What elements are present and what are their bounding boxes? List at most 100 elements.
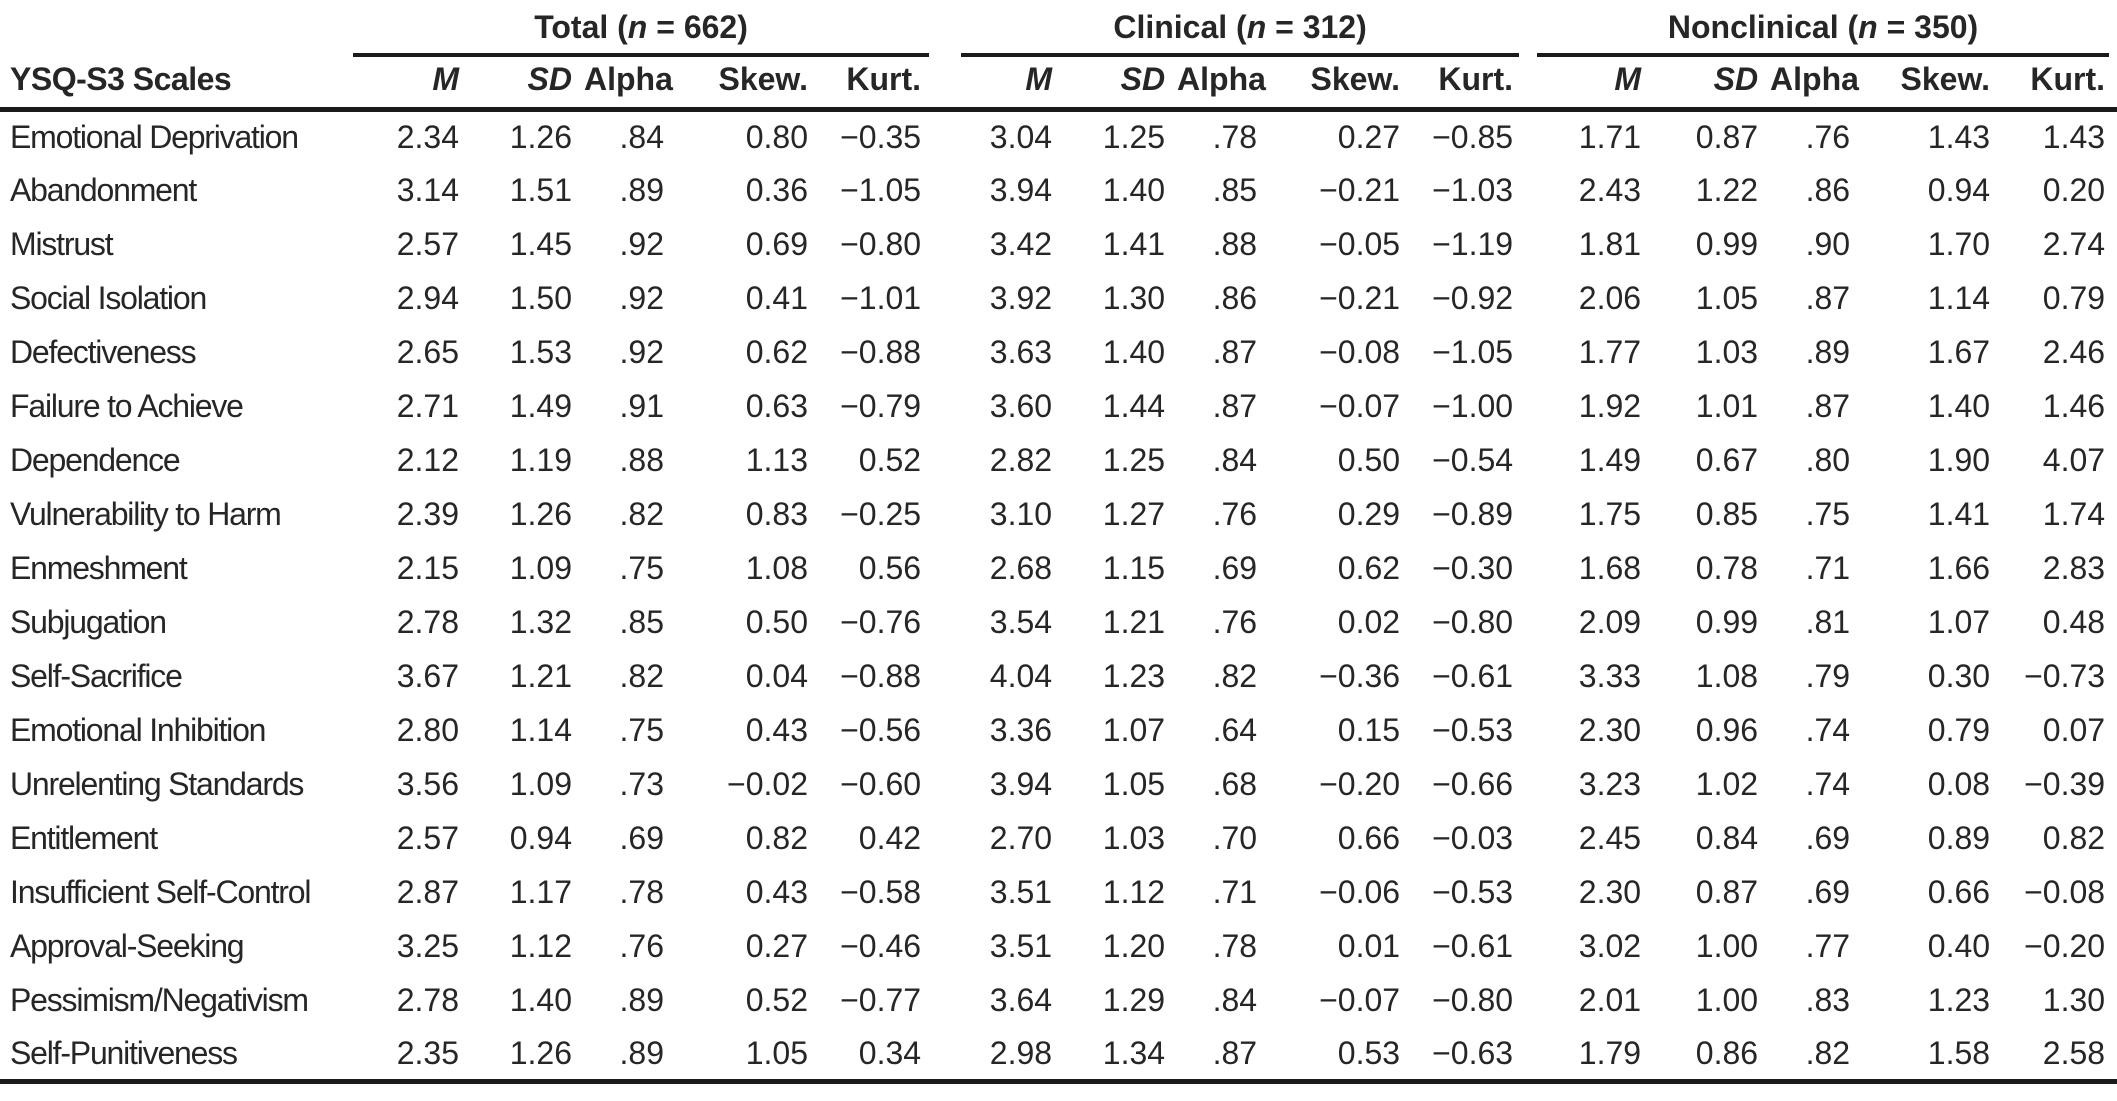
cell-nonclinical-kurt: 1.30 — [2042, 982, 2106, 1018]
italic-n: n — [627, 9, 648, 45]
cell-nonclinical-kurt: 1.43 — [2042, 119, 2106, 156]
cell-clinical-kurt: −0.03 — [1432, 820, 1514, 856]
cell-clinical-kurt: −0.61 — [1432, 928, 1514, 964]
cell-total-kurt: −0.79 — [840, 388, 922, 424]
cell-clinical-m: 3.51 — [989, 874, 1053, 910]
cell-nonclinical-alpha: .87 — [1805, 280, 1851, 316]
cell-total-kurt: −0.88 — [840, 658, 922, 694]
cell-total-kurt: −0.35 — [840, 119, 922, 156]
col-header-total-kurt: Kurt. — [820, 57, 934, 112]
cell-nonclinical-sd: 1.00 — [1695, 982, 1759, 1018]
cell-nonclinical-m: 1.68 — [1578, 550, 1642, 586]
cell-clinical-kurt: −0.92 — [1432, 280, 1514, 316]
table-row: Social Isolation 2.94 1.50 .92 0.41 −1.01 3.92… — [0, 272, 2117, 326]
cell-clinical-m: 3.42 — [989, 226, 1053, 262]
table-row: Pessimism/Negativism 2.78 1.40 .89 0.52 −0.77… — [0, 974, 2117, 1028]
cell-nonclinical-sd: 1.02 — [1695, 766, 1759, 802]
table-row: Unrelenting Standards 3.56 1.09 .73 −0.02 −0.… — [0, 758, 2117, 812]
cell-clinical-m: 3.51 — [989, 928, 1053, 964]
cell-total-sd: 1.21 — [509, 658, 572, 694]
row-label: Defectiveness — [10, 334, 197, 370]
cell-total-skew: 0.41 — [745, 280, 808, 316]
cell-nonclinical-kurt: −0.08 — [2024, 874, 2106, 910]
cell-nonclinical-kurt: −0.39 — [2024, 766, 2106, 802]
row-label: Emotional Deprivation — [10, 119, 299, 156]
cell-nonclinical-m: 2.09 — [1578, 604, 1642, 640]
table-row: Subjugation 2.78 1.32 .85 0.50 −0.76 3.54 1.21.… — [0, 596, 2117, 650]
cell-total-kurt: −0.56 — [840, 712, 922, 748]
cell-total-skew: 0.80 — [745, 119, 808, 156]
cell-clinical-m: 3.63 — [989, 334, 1053, 370]
cell-total-skew: 0.69 — [745, 226, 808, 262]
table-row: Abandonment 3.14 1.51 .89 0.36 −1.05 3.94 1.40.… — [0, 164, 2117, 218]
cell-total-kurt: −0.80 — [840, 226, 922, 262]
cell-clinical-alpha: .86 — [1212, 280, 1258, 316]
cell-clinical-kurt: −0.80 — [1432, 604, 1514, 640]
cell-nonclinical-alpha: .76 — [1805, 119, 1851, 156]
cell-total-m: 3.14 — [396, 172, 459, 208]
cell-nonclinical-m: 2.30 — [1578, 712, 1642, 748]
cell-total-alpha: .89 — [619, 172, 664, 208]
cell-total-alpha: .84 — [619, 119, 664, 156]
cell-nonclinical-skew: 1.41 — [1927, 496, 1991, 532]
table-body: Emotional Deprivation 2.34 1.26 .84 0.80 −0.3… — [0, 110, 2117, 1084]
cell-total-alpha: .92 — [619, 226, 664, 262]
cell-total-m: 2.57 — [396, 820, 459, 856]
group-header-clinical-label: Clinical (n = 312) — [961, 7, 1520, 57]
row-label: Vulnerability to Harm — [10, 496, 282, 532]
cell-nonclinical-m: 2.30 — [1578, 874, 1642, 910]
cell-clinical-m: 2.98 — [933, 1027, 1065, 1084]
column-header-row: YSQ-S3 Scales M SD Alpha Skew. Kurt. M SD Alpha… — [0, 57, 2117, 112]
cell-clinical-alpha: .88 — [1212, 226, 1258, 262]
cell-nonclinical-skew: 0.66 — [1927, 874, 1991, 910]
cell-nonclinical-skew: 0.40 — [1927, 928, 1991, 964]
table-row: Self-Sacrifice 3.67 1.21 .82 0.04 −0.88 4.04 1.… — [0, 650, 2117, 704]
cell-clinical-kurt: −1.05 — [1432, 334, 1514, 370]
cell-clinical-skew: 0.62 — [1337, 550, 1401, 586]
cell-total-m: 2.87 — [396, 874, 459, 910]
table-row: Vulnerability to Harm 2.39 1.26 .82 0.83 −0.2… — [0, 488, 2117, 542]
col-header-clinical-kurt: Kurt. — [1412, 57, 1526, 112]
cell-nonclinical-alpha: .81 — [1805, 604, 1851, 640]
cell-clinical-m: 2.70 — [989, 820, 1053, 856]
cell-clinical-m: 2.82 — [989, 442, 1053, 478]
cell-clinical-sd: 1.40 — [1102, 172, 1166, 208]
cell-clinical-kurt: −0.30 — [1432, 550, 1514, 586]
cell-nonclinical-kurt: 0.07 — [2042, 712, 2106, 748]
cell-clinical-skew: 0.15 — [1337, 712, 1401, 748]
cell-nonclinical-skew: 0.30 — [1927, 658, 1991, 694]
cell-total-sd: 1.51 — [509, 172, 572, 208]
row-label: Subjugation — [10, 604, 167, 640]
cell-nonclinical-sd: 1.22 — [1695, 172, 1759, 208]
cell-total-skew: 0.83 — [745, 496, 808, 532]
cell-clinical-sd: 1.03 — [1102, 820, 1166, 856]
cell-total-kurt: −0.77 — [840, 982, 922, 1018]
cell-nonclinical-skew: 1.66 — [1927, 550, 1991, 586]
cell-total-sd: 1.12 — [509, 928, 572, 964]
cell-nonclinical-alpha: .74 — [1805, 712, 1851, 748]
cell-nonclinical-kurt: 1.46 — [2042, 388, 2106, 424]
cell-total-kurt: −0.60 — [840, 766, 922, 802]
cell-total-m: 2.65 — [396, 334, 459, 370]
cell-clinical-kurt: −0.63 — [1412, 1027, 1526, 1084]
col-header-nonclinical-sd: SD — [1653, 57, 1771, 112]
cell-clinical-m: 3.04 — [989, 119, 1053, 156]
cell-clinical-skew: 0.01 — [1337, 928, 1401, 964]
cell-total-skew: 0.27 — [745, 928, 808, 964]
cell-clinical-m: 3.92 — [989, 280, 1053, 316]
cell-total-sd: 1.26 — [471, 1027, 584, 1084]
cell-clinical-skew: 0.66 — [1337, 820, 1401, 856]
cell-total-alpha: .73 — [619, 766, 664, 802]
cell-total-m: 2.71 — [396, 388, 459, 424]
group-header-row: Total (n = 662) Clinical (n = 312) Noncl… — [0, 5, 2117, 57]
cell-total-m: 2.39 — [396, 496, 459, 532]
cell-nonclinical-kurt: 2.83 — [2042, 550, 2106, 586]
cell-nonclinical-kurt: 2.58 — [2002, 1027, 2117, 1084]
cell-clinical-kurt: −0.85 — [1432, 119, 1514, 156]
col-header-total-skew: Skew. — [676, 57, 820, 112]
col-header-total-sd: SD — [471, 57, 584, 112]
cell-nonclinical-sd: 0.86 — [1653, 1027, 1771, 1084]
cell-total-sd: 1.49 — [509, 388, 572, 424]
cell-clinical-sd: 1.29 — [1102, 982, 1166, 1018]
table-row: Emotional Deprivation 2.34 1.26 .84 0.80 −0.3… — [0, 110, 2117, 164]
